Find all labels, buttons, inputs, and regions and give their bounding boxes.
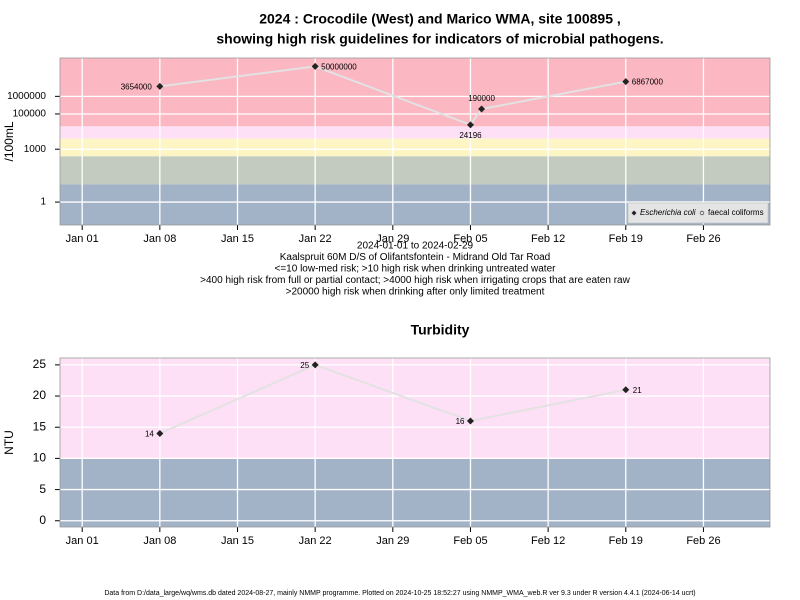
x-tick-label: Feb 19 [609,535,643,547]
legend-label: faecal coliforms [708,208,764,217]
chart-title: 2024 : Crocodile (West) and Marico WMA, … [259,11,621,27]
legend-box [627,202,769,224]
data-point [466,121,474,129]
x-axis-note: <=10 low-med risk; >10 high risk when dr… [275,264,557,275]
chart-title: showing high risk guidelines for indicat… [216,31,663,47]
x-tick-label: Feb 05 [453,535,487,547]
y-tick-label: 1000000 [7,91,46,102]
data-label: 190000 [468,94,495,103]
data-label: 16 [456,417,465,426]
x-tick-label: Feb 26 [686,233,720,245]
y-tick-label: 100000 [13,109,47,120]
risk-band [60,126,770,139]
x-tick-label: Feb 12 [531,535,565,547]
x-tick-label: Feb 05 [453,233,487,245]
data-point [311,361,319,369]
chart-title: Turbidity [411,322,470,338]
data-label: 6867000 [632,78,664,87]
x-axis-note: Kaalspruit 60M D/S of Olifantsfontein - … [280,252,551,263]
data-label: 25 [300,361,309,370]
y-tick-label: 10 [33,451,47,465]
y-tick-label: 5 [39,482,46,496]
x-axis-note: >20000 high risk when drinking after onl… [286,287,545,298]
legend-marker [631,210,637,216]
x-tick-label: Jan 15 [221,535,254,547]
x-axis-note: 2024-01-01 to 2024-02-29 [357,241,474,252]
data-point [156,429,164,437]
risk-band [60,58,770,127]
x-tick-label: Jan 29 [376,535,409,547]
risk-band [60,138,770,157]
data-point [478,105,486,113]
chart: Jan 01 Jan 08 Jan 15 Jan 22 Jan 29 Feb 05 Feb … [2,11,771,298]
risk-band [60,358,770,459]
y-axis-label: /100mL [2,121,16,161]
x-tick-label: Feb 12 [531,233,565,245]
x-tick-label: Jan 08 [143,233,176,245]
plot-frame [59,357,771,528]
y-tick-label: 1 [40,197,46,208]
data-label: 3654000 [121,83,153,92]
plot-frame [59,57,771,226]
data-point [311,62,319,70]
x-tick-label: Jan 22 [299,233,332,245]
x-tick-label: Jan 22 [299,535,332,547]
risk-band [60,458,770,527]
y-axis-label: NTU [2,430,16,455]
y-tick-label: 0 [39,513,46,527]
footer: Data from D:/data_large/wq/wms.db dated … [104,590,695,597]
y-tick-label: 20 [33,388,47,402]
x-tick-label: Feb 19 [609,233,643,245]
data-label: 14 [145,430,154,439]
y-tick-label: 15 [33,419,47,433]
data-label: 21 [633,386,642,395]
data-label: 50000000 [321,63,357,72]
y-tick-label: 1000 [24,144,47,155]
x-tick-label: Jan 01 [66,233,99,245]
x-tick-label: Jan 29 [376,233,409,245]
chart: Jan 01 Jan 08 Jan 15 Jan 22 Jan 29 Feb 05 Feb … [2,322,771,547]
x-tick-label: Feb 26 [686,535,720,547]
data-point [156,82,164,90]
legend-marker [699,210,705,216]
data-point [622,386,630,394]
data-label: 24196 [459,131,482,140]
x-axis-note: >400 high risk from full or partial cont… [200,275,630,286]
series-line [159,363,626,435]
data-point [466,417,474,425]
y-tick-label: 25 [33,357,47,371]
x-tick-label: Jan 01 [66,535,99,547]
risk-band [60,156,770,185]
x-tick-label: Jan 15 [221,233,254,245]
data-point [622,78,630,86]
x-tick-label: Jan 08 [143,535,176,547]
legend-label: Escherichia coli [640,208,696,217]
